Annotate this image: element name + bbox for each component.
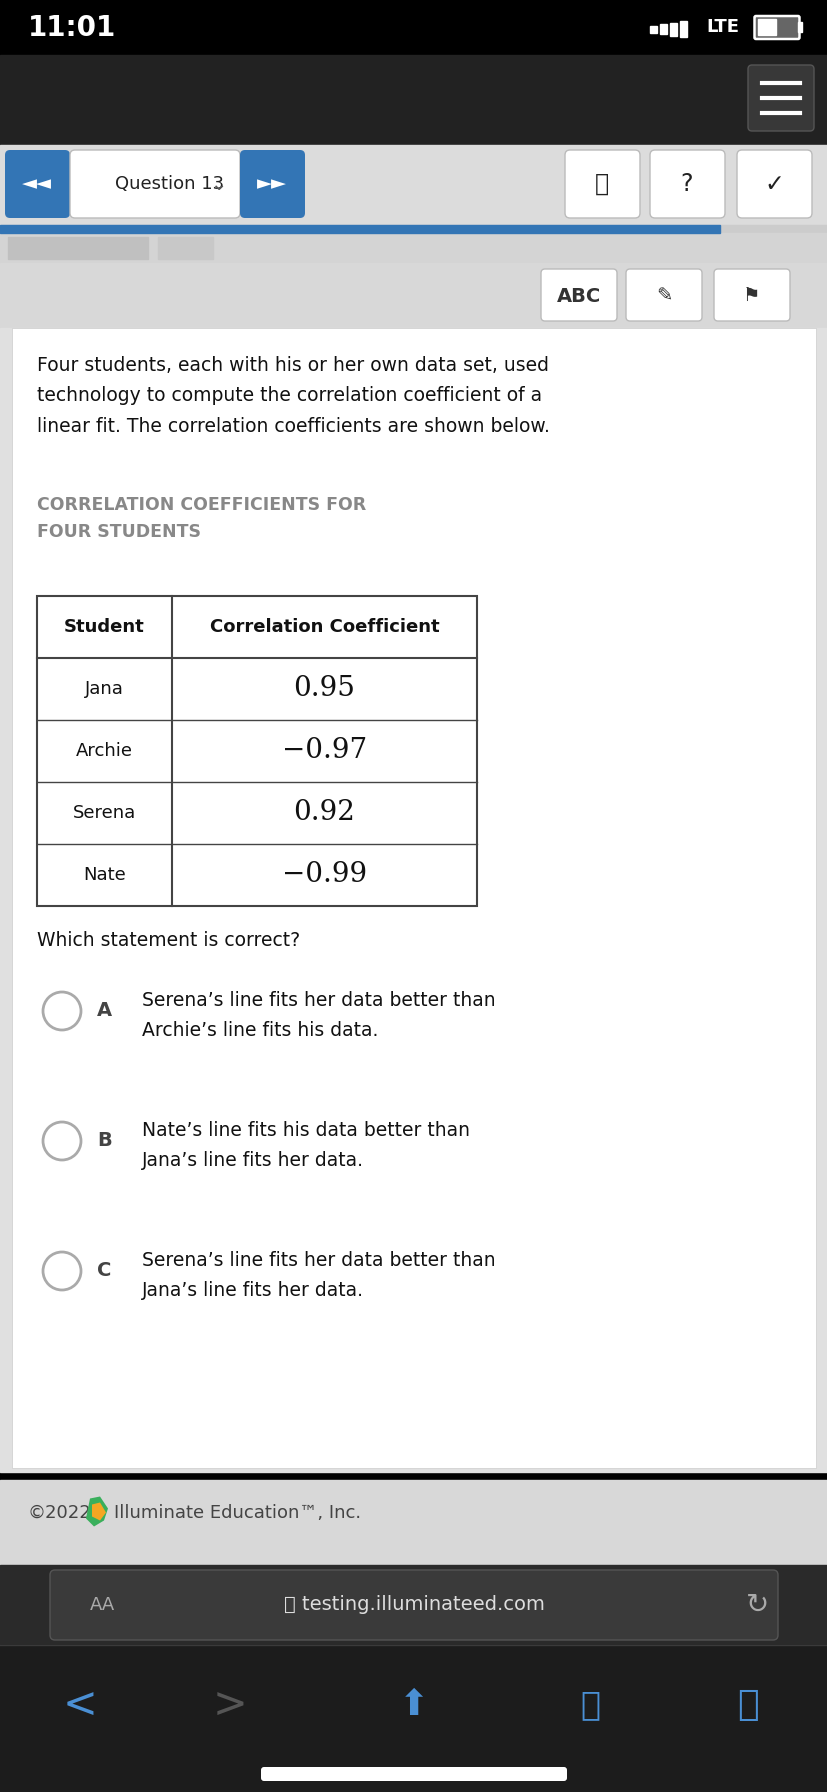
Text: ABC: ABC xyxy=(557,287,600,305)
Text: 🔍: 🔍 xyxy=(595,172,609,195)
Text: Nate: Nate xyxy=(83,866,126,883)
Text: LTE: LTE xyxy=(705,18,739,36)
FancyBboxPatch shape xyxy=(70,151,240,219)
Text: ⌄: ⌄ xyxy=(209,174,226,194)
Text: ⧉: ⧉ xyxy=(736,1688,758,1722)
FancyBboxPatch shape xyxy=(50,1570,777,1640)
Text: A: A xyxy=(97,1002,112,1020)
Bar xyxy=(0,1564,827,1645)
Text: 0.92: 0.92 xyxy=(294,799,355,826)
Bar xyxy=(8,237,148,260)
Bar xyxy=(0,1480,827,1564)
Text: −0.97: −0.97 xyxy=(281,738,366,765)
Text: ?: ? xyxy=(680,172,692,195)
Bar xyxy=(0,145,827,226)
Text: 🔒 testing.illuminateed.com: 🔒 testing.illuminateed.com xyxy=(283,1595,544,1615)
Bar xyxy=(679,22,686,38)
Text: ↻: ↻ xyxy=(745,1591,768,1618)
Text: −0.99: −0.99 xyxy=(282,862,366,889)
Bar xyxy=(158,237,213,260)
FancyBboxPatch shape xyxy=(753,16,799,39)
Text: Serena’s line fits her data better than
Archie’s line fits his data.: Serena’s line fits her data better than … xyxy=(141,991,495,1039)
Bar xyxy=(659,25,667,34)
Bar xyxy=(0,226,827,233)
Text: ⚑: ⚑ xyxy=(743,287,760,305)
Text: ►►: ►► xyxy=(256,174,287,194)
Text: Which statement is correct?: Which statement is correct? xyxy=(37,932,299,950)
Text: Nate’s line fits his data better than
Jana’s line fits her data.: Nate’s line fits his data better than Ja… xyxy=(141,1122,470,1170)
Bar xyxy=(12,328,815,1468)
FancyBboxPatch shape xyxy=(240,151,304,219)
Bar xyxy=(0,263,827,328)
Bar xyxy=(0,233,827,263)
Bar xyxy=(0,328,827,1471)
Text: CORRELATION COEFFICIENTS FOR
FOUR STUDENTS: CORRELATION COEFFICIENTS FOR FOUR STUDEN… xyxy=(37,496,366,541)
Bar xyxy=(797,23,801,32)
Text: Correlation Coefficient: Correlation Coefficient xyxy=(209,618,439,636)
Text: C: C xyxy=(97,1262,112,1281)
Bar xyxy=(649,27,656,32)
Text: AA: AA xyxy=(90,1597,115,1615)
Text: ✎: ✎ xyxy=(655,287,672,305)
Text: 11:01: 11:01 xyxy=(28,14,116,41)
FancyBboxPatch shape xyxy=(261,1767,566,1781)
FancyBboxPatch shape xyxy=(736,151,811,219)
FancyBboxPatch shape xyxy=(5,151,70,219)
Text: Question 13: Question 13 xyxy=(115,176,224,194)
Text: <: < xyxy=(63,1684,98,1726)
Text: Student: Student xyxy=(64,618,145,636)
Text: B: B xyxy=(97,1131,112,1150)
Bar xyxy=(0,56,827,145)
Bar xyxy=(0,1645,827,1792)
Text: Serena: Serena xyxy=(73,805,136,823)
Text: Illuminate Education™, Inc.: Illuminate Education™, Inc. xyxy=(114,1503,361,1521)
Bar xyxy=(0,226,719,233)
Text: ◄◄: ◄◄ xyxy=(22,174,52,194)
FancyBboxPatch shape xyxy=(649,151,724,219)
Bar xyxy=(757,20,775,36)
FancyBboxPatch shape xyxy=(564,151,639,219)
Text: ⬆: ⬆ xyxy=(399,1688,428,1722)
Text: >: > xyxy=(213,1684,247,1726)
Bar xyxy=(669,23,676,36)
FancyBboxPatch shape xyxy=(540,269,616,321)
Text: Four students, each with his or her own data set, used
technology to compute the: Four students, each with his or her own … xyxy=(37,357,549,435)
Bar xyxy=(37,597,476,907)
Polygon shape xyxy=(86,1496,108,1527)
Text: Jana: Jana xyxy=(85,679,124,699)
FancyBboxPatch shape xyxy=(713,269,789,321)
FancyBboxPatch shape xyxy=(747,65,813,131)
Text: ©2022: ©2022 xyxy=(28,1503,92,1521)
Text: Archie: Archie xyxy=(76,742,133,760)
Polygon shape xyxy=(92,1502,106,1520)
FancyBboxPatch shape xyxy=(625,269,701,321)
Text: 0.95: 0.95 xyxy=(294,676,355,702)
Text: ✓: ✓ xyxy=(763,172,783,195)
Text: Serena’s line fits her data better than
Jana’s line fits her data.: Serena’s line fits her data better than … xyxy=(141,1251,495,1301)
Text: 📖: 📖 xyxy=(579,1688,600,1722)
Bar xyxy=(0,0,827,56)
